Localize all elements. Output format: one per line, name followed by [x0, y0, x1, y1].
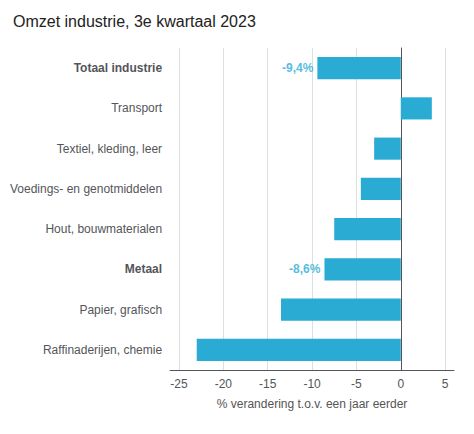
svg-text:-15: -15: [259, 377, 277, 391]
svg-text:Textiel, kleding, leer: Textiel, kleding, leer: [57, 142, 162, 156]
svg-text:-20: -20: [215, 377, 233, 391]
svg-text:Voedings- en genotmiddelen: Voedings- en genotmiddelen: [10, 182, 162, 196]
svg-text:Papier, grafisch: Papier, grafisch: [79, 303, 162, 317]
svg-text:-8,6%: -8,6%: [289, 262, 321, 276]
svg-text:Hout, bouwmaterialen: Hout, bouwmaterialen: [45, 222, 162, 236]
svg-text:Totaal industrie: Totaal industrie: [74, 61, 163, 75]
svg-text:-10: -10: [303, 377, 321, 391]
svg-text:Transport: Transport: [111, 101, 163, 115]
svg-text:Metaal: Metaal: [125, 262, 162, 276]
svg-text:-25: -25: [170, 377, 188, 391]
svg-text:-5: -5: [351, 377, 362, 391]
svg-text:-9,4%: -9,4%: [282, 61, 314, 75]
svg-text:% verandering t.o.v. een jaar: % verandering t.o.v. een jaar eerder: [217, 397, 408, 411]
svg-text:0: 0: [397, 377, 404, 391]
svg-text:Omzet industrie, 3e kwartaal 2: Omzet industrie, 3e kwartaal 2023: [13, 13, 256, 30]
svg-text:5: 5: [442, 377, 449, 391]
svg-text:Raffinaderijen, chemie: Raffinaderijen, chemie: [43, 343, 163, 357]
